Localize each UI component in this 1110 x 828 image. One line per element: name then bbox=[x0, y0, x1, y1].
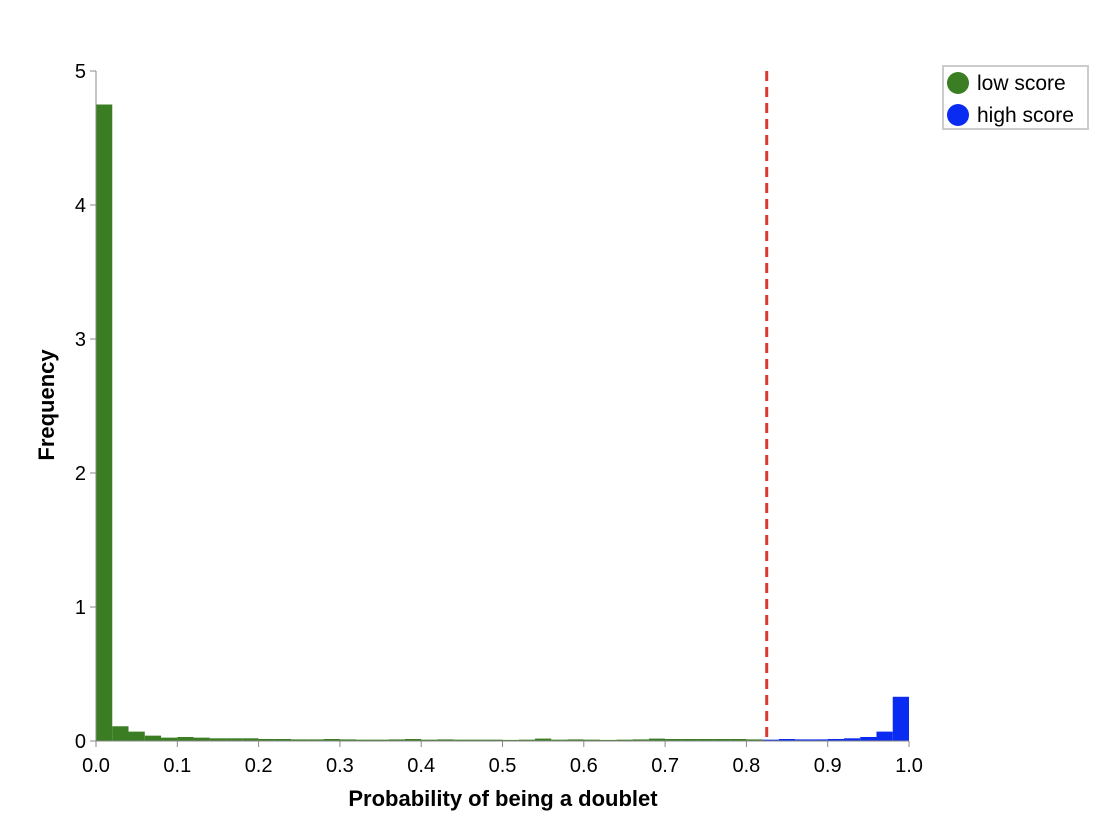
histogram-bar bbox=[388, 739, 405, 741]
histogram-bar bbox=[421, 739, 438, 741]
histogram-bar bbox=[161, 737, 178, 741]
histogram-bar bbox=[681, 738, 698, 741]
y-tick-label: 2 bbox=[75, 463, 86, 485]
histogram-bar bbox=[632, 739, 649, 741]
x-tick-label: 0.5 bbox=[489, 755, 517, 777]
histogram-bar bbox=[339, 739, 357, 741]
histogram-bar bbox=[437, 739, 454, 741]
x-tick-label: 0.0 bbox=[82, 755, 110, 777]
histogram-bar bbox=[323, 738, 340, 741]
histogram-bar bbox=[258, 738, 275, 741]
x-tick-label: 0.6 bbox=[570, 755, 598, 777]
legend-label: high score bbox=[977, 104, 1074, 127]
histogram-bar bbox=[876, 731, 893, 741]
y-tick-label: 5 bbox=[75, 61, 86, 83]
histogram-bar bbox=[112, 726, 129, 741]
histogram-bar bbox=[372, 739, 389, 741]
legend: low score high score bbox=[942, 65, 1089, 130]
x-tick-label: 0.4 bbox=[407, 755, 435, 777]
histogram-bar bbox=[128, 731, 145, 741]
histogram-bar bbox=[600, 739, 617, 741]
histogram-bar bbox=[583, 739, 601, 741]
histogram-bar bbox=[551, 739, 568, 741]
histogram-bar bbox=[193, 737, 210, 741]
histogram-bar bbox=[518, 739, 536, 741]
histogram-bar bbox=[356, 739, 373, 741]
x-tick-label: 0.2 bbox=[245, 755, 273, 777]
x-tick-label: 0.7 bbox=[651, 755, 679, 777]
axes: 0 1 2 3 4 5 0.0 0.1 0.2 0.3 0.4 0.5 0.6 0.7 0.8 0.9 1.0 bbox=[75, 61, 923, 777]
histogram-bar bbox=[242, 738, 259, 741]
histogram-bar bbox=[567, 739, 584, 741]
x-tick-label: 0.8 bbox=[732, 755, 760, 777]
y-tick-label: 3 bbox=[75, 329, 86, 351]
histogram-bar bbox=[226, 738, 243, 741]
histogram-bar bbox=[860, 736, 877, 741]
histogram-bar bbox=[648, 738, 666, 741]
y-axis-title: Frequency bbox=[34, 349, 59, 461]
legend-swatch bbox=[947, 104, 969, 126]
x-tick-label: 1.0 bbox=[895, 755, 923, 777]
histogram-bar bbox=[486, 739, 503, 741]
histogram-bar bbox=[453, 739, 470, 741]
histogram-bar bbox=[469, 739, 487, 741]
histogram-bar bbox=[713, 738, 731, 741]
histogram-bar bbox=[616, 739, 633, 741]
legend-swatch bbox=[947, 72, 969, 94]
histogram-bar bbox=[778, 738, 796, 741]
histogram-bar bbox=[697, 738, 714, 741]
histogram-bar bbox=[827, 738, 844, 741]
y-tick-label: 4 bbox=[75, 195, 86, 217]
histogram-bar bbox=[177, 736, 194, 741]
histogram-bar bbox=[892, 696, 909, 741]
histogram-bar bbox=[502, 739, 519, 741]
histogram-bar bbox=[144, 735, 162, 741]
histogram-bars bbox=[96, 104, 909, 741]
histogram-bar bbox=[746, 739, 763, 741]
histogram-bar bbox=[209, 738, 227, 741]
histogram-bar bbox=[665, 738, 682, 741]
histogram-bar bbox=[291, 739, 308, 741]
histogram-bar bbox=[404, 738, 422, 741]
histogram-bar bbox=[795, 739, 812, 741]
x-tick-label: 0.1 bbox=[163, 755, 191, 777]
histogram-bar bbox=[307, 739, 324, 741]
legend-label: low score bbox=[977, 72, 1066, 95]
histogram-bar bbox=[96, 104, 113, 741]
y-tick-label: 0 bbox=[75, 731, 86, 753]
y-tick-label: 1 bbox=[75, 597, 86, 619]
x-tick-label: 0.3 bbox=[326, 755, 354, 777]
x-tick-label: 0.9 bbox=[814, 755, 842, 777]
histogram-bar bbox=[843, 738, 861, 741]
histogram-bar bbox=[762, 739, 779, 741]
histogram-bar bbox=[730, 738, 747, 741]
histogram-bar bbox=[535, 738, 552, 741]
histogram-bar bbox=[811, 739, 828, 741]
histogram-bar bbox=[274, 738, 292, 741]
x-axis-title: Probability of being a doublet bbox=[348, 786, 658, 811]
